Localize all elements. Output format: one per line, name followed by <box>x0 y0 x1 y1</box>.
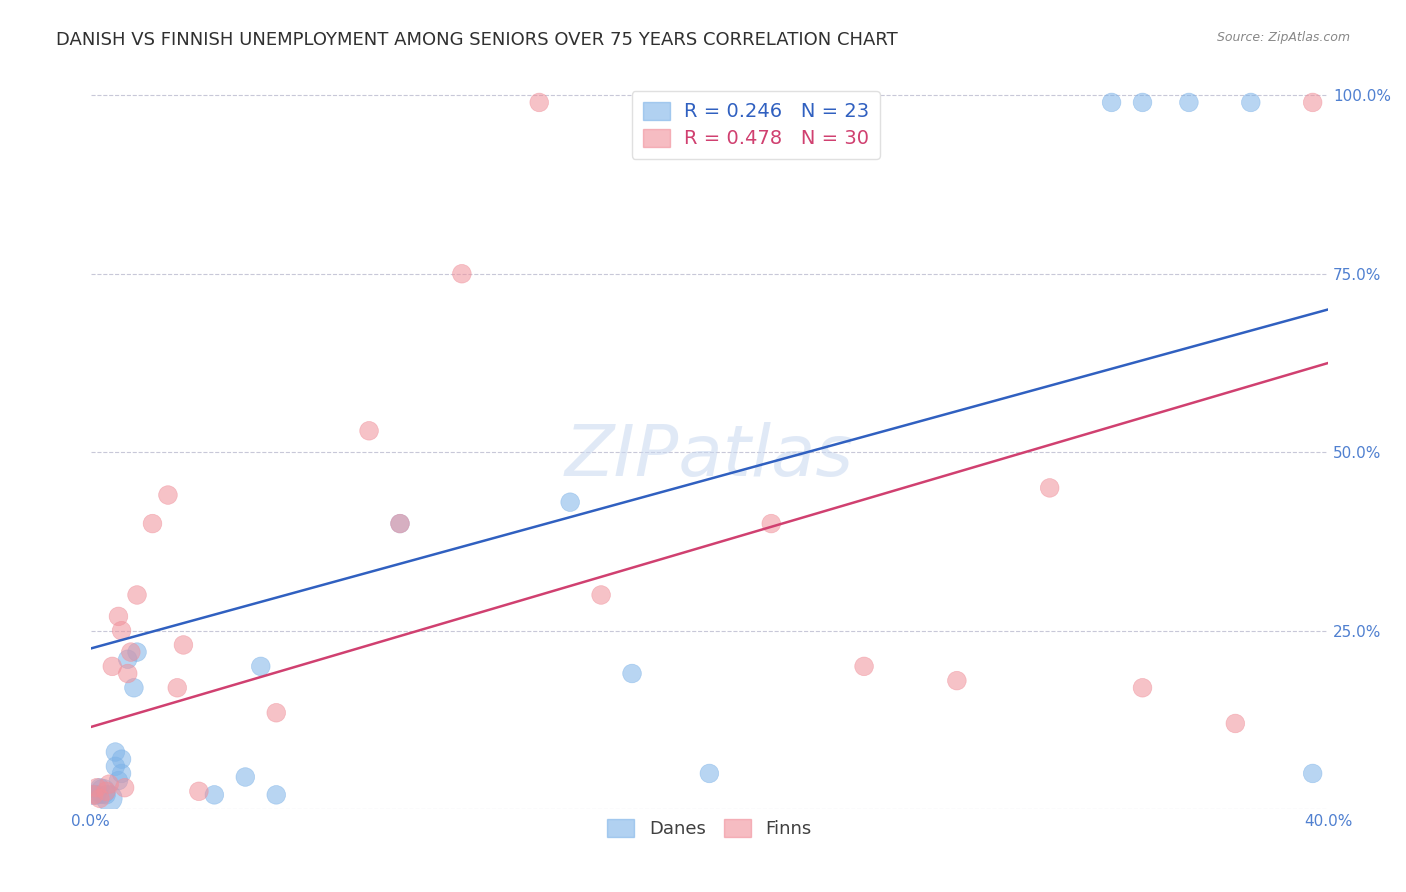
Point <box>388 516 411 531</box>
Point <box>89 780 111 795</box>
Point <box>86 788 108 802</box>
Point <box>388 516 411 531</box>
Point <box>1302 95 1324 110</box>
Text: ZIPatlas: ZIPatlas <box>565 422 853 491</box>
Legend: Danes, Finns: Danes, Finns <box>600 812 818 845</box>
Point <box>107 773 129 788</box>
Point <box>451 267 474 281</box>
Point <box>249 659 271 673</box>
Point <box>94 784 117 798</box>
Point <box>1302 766 1324 780</box>
Point <box>89 788 111 802</box>
Point <box>761 516 783 531</box>
Point <box>83 788 105 802</box>
Point <box>98 791 121 805</box>
Point <box>110 752 132 766</box>
Point <box>89 791 111 805</box>
Point <box>86 780 108 795</box>
Point <box>357 424 380 438</box>
Point <box>946 673 969 688</box>
Point <box>591 588 613 602</box>
Point <box>1132 681 1154 695</box>
Point <box>91 784 114 798</box>
Point <box>853 659 876 673</box>
Point <box>83 788 105 802</box>
Point <box>117 666 139 681</box>
Point <box>202 788 225 802</box>
Point <box>122 681 145 695</box>
Point <box>166 681 188 695</box>
Point <box>264 788 287 802</box>
Point <box>104 759 127 773</box>
Point <box>264 706 287 720</box>
Point <box>101 659 124 673</box>
Point <box>233 770 256 784</box>
Point <box>1225 716 1247 731</box>
Point <box>560 495 582 509</box>
Point <box>107 609 129 624</box>
Point <box>1240 95 1263 110</box>
Point <box>120 645 142 659</box>
Point <box>1101 95 1123 110</box>
Point <box>699 766 721 780</box>
Point <box>110 624 132 638</box>
Point <box>104 745 127 759</box>
Point <box>1039 481 1062 495</box>
Point <box>110 766 132 780</box>
Point <box>117 652 139 666</box>
Point <box>1132 95 1154 110</box>
Point <box>621 666 644 681</box>
Point <box>172 638 194 652</box>
Point <box>1178 95 1201 110</box>
Text: Source: ZipAtlas.com: Source: ZipAtlas.com <box>1216 31 1350 45</box>
Point <box>125 588 148 602</box>
Point <box>125 645 148 659</box>
Text: DANISH VS FINNISH UNEMPLOYMENT AMONG SENIORS OVER 75 YEARS CORRELATION CHART: DANISH VS FINNISH UNEMPLOYMENT AMONG SEN… <box>56 31 898 49</box>
Point <box>529 95 551 110</box>
Point <box>141 516 163 531</box>
Point <box>156 488 179 502</box>
Point <box>187 784 209 798</box>
Point <box>94 788 117 802</box>
Point <box>98 777 121 791</box>
Point <box>114 780 136 795</box>
